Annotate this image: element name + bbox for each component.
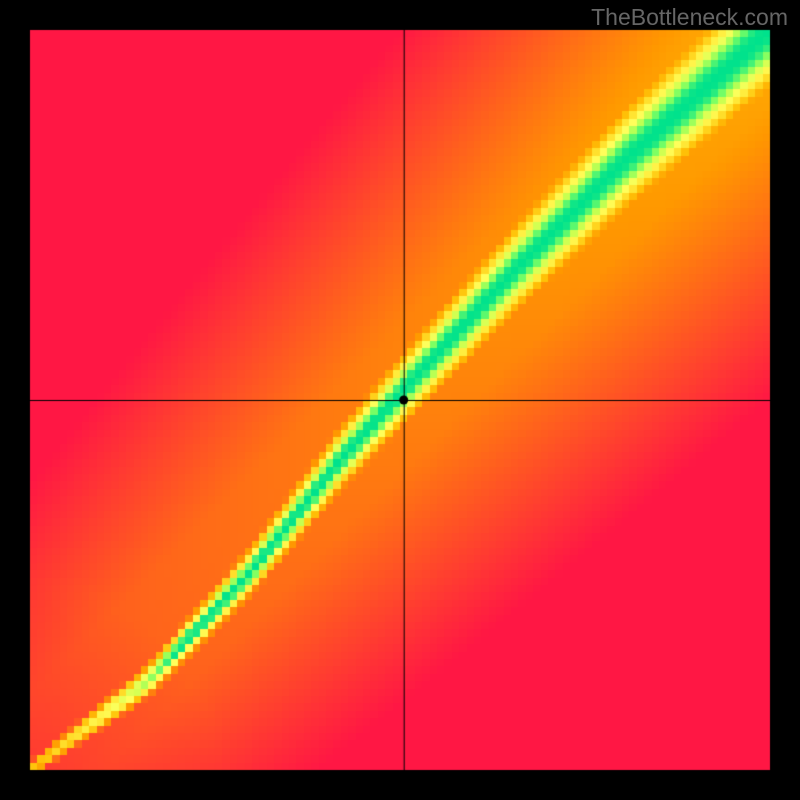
watermark-label: TheBottleneck.com: [591, 4, 788, 31]
chart-container: TheBottleneck.com: [0, 0, 800, 800]
heatmap-canvas: [0, 0, 800, 800]
